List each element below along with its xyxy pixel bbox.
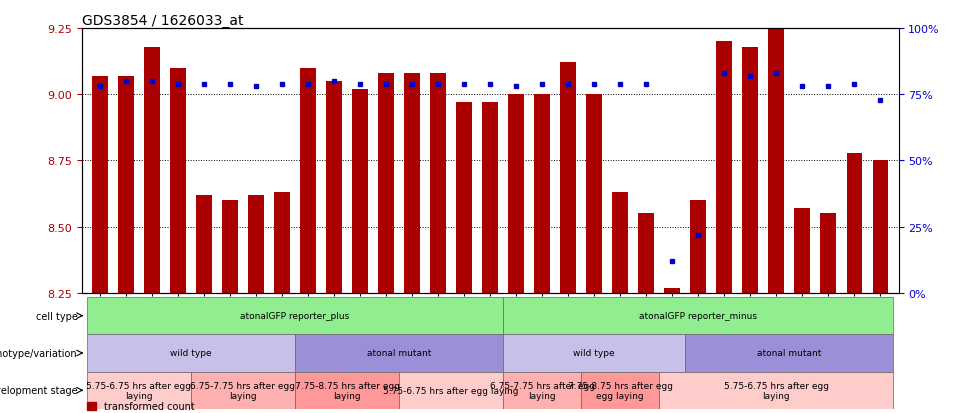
Bar [379,74,394,293]
Text: wild type: wild type [170,349,211,358]
Bar [86,297,504,335]
Bar [847,153,862,293]
Text: 5.75-6.75 hrs after egg
laying: 5.75-6.75 hrs after egg laying [724,381,828,400]
Text: genotype/variation: genotype/variation [0,348,78,358]
Bar [353,90,368,293]
Bar [456,103,472,293]
Text: atonalGFP reporter_plus: atonalGFP reporter_plus [240,311,350,320]
Text: 7.75-8.75 hrs after egg
laying: 7.75-8.75 hrs after egg laying [294,381,400,400]
Bar [504,335,685,372]
Text: 6.75-7.75 hrs after egg
laying: 6.75-7.75 hrs after egg laying [490,381,595,400]
Bar [92,76,108,293]
Bar [685,335,894,372]
Bar [326,82,342,293]
Bar [508,95,524,293]
Text: 5.75-6.75 hrs after egg laying: 5.75-6.75 hrs after egg laying [383,386,519,395]
Text: GDS3854 / 1626033_at: GDS3854 / 1626033_at [82,14,243,28]
Bar [191,372,295,409]
Bar [399,372,504,409]
Bar [248,195,263,293]
Text: 5.75-6.75 hrs after egg
laying: 5.75-6.75 hrs after egg laying [86,381,191,400]
Bar [170,69,185,293]
Bar [295,372,399,409]
Bar [659,372,894,409]
Text: cell type: cell type [36,311,78,321]
Bar [638,214,654,293]
Bar [86,372,191,409]
Bar [504,372,581,409]
Bar [431,74,446,293]
Bar [717,42,732,293]
Bar [300,69,316,293]
Bar [504,297,894,335]
Text: atonalGFP reporter_minus: atonalGFP reporter_minus [639,311,757,320]
Bar [274,193,290,293]
Bar [405,74,420,293]
Bar [222,201,237,293]
Text: 6.75-7.75 hrs after egg
laying: 6.75-7.75 hrs after egg laying [190,381,295,400]
Bar [295,335,504,372]
Bar [612,193,628,293]
Text: development stage: development stage [0,385,78,395]
Bar [86,335,295,372]
Bar [581,372,659,409]
Bar [482,103,498,293]
Bar [534,95,550,293]
Text: atonal mutant: atonal mutant [757,349,822,358]
Bar [821,214,836,293]
Bar [769,29,784,293]
Text: atonal mutant: atonal mutant [367,349,431,358]
Text: 7.75-8.75 hrs after egg
egg laying: 7.75-8.75 hrs after egg egg laying [568,381,673,400]
Bar [118,76,134,293]
Bar [586,95,602,293]
Bar [196,195,211,293]
Text: wild type: wild type [574,349,615,358]
Bar [795,209,810,293]
Bar [690,201,706,293]
Bar [560,63,576,293]
Legend: transformed count, percentile rank within the sample: transformed count, percentile rank withi… [86,401,269,413]
Bar [664,288,680,293]
Bar [743,47,758,293]
Bar [873,161,888,293]
Bar [144,47,160,293]
